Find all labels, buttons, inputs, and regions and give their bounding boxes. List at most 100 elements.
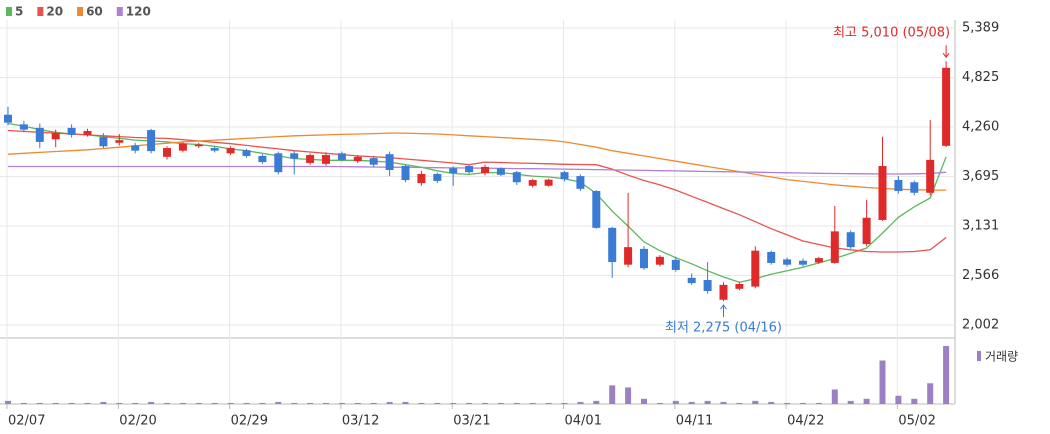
volume-bar	[736, 402, 743, 404]
volume-bar	[20, 402, 27, 404]
candle-body	[783, 259, 792, 265]
annotation-arrowhead	[942, 52, 950, 59]
volume-bar	[577, 401, 584, 404]
candle-body	[799, 260, 807, 265]
volume-bar	[625, 387, 632, 404]
candle-body	[417, 173, 426, 184]
volume-bar	[132, 402, 139, 404]
candle-body	[640, 248, 648, 269]
candle-body	[306, 155, 315, 163]
legend-swatch	[37, 7, 44, 16]
volume-bar	[656, 402, 663, 404]
volume-bar	[529, 402, 536, 404]
legend-label: 20	[46, 5, 63, 19]
volume-bar	[641, 398, 647, 404]
candle-body	[862, 217, 871, 245]
candle-body	[671, 259, 680, 270]
legend-swatch	[77, 7, 84, 16]
x-tick-label: 04/22	[787, 414, 824, 429]
candle-body	[894, 180, 903, 192]
volume-bar	[211, 402, 218, 404]
volume-bar	[593, 400, 600, 404]
y-tick-label: 2,566	[962, 268, 999, 283]
legend-label: 120	[126, 5, 151, 19]
volume-bar	[338, 402, 345, 404]
volume-legend-label: 거래량	[985, 350, 1018, 364]
candle-body	[19, 124, 28, 130]
volume-bar	[720, 401, 727, 404]
volume-bar	[609, 385, 616, 404]
candle-body	[703, 280, 712, 291]
y-tick-label: 4,825	[962, 70, 999, 85]
candle-body	[433, 173, 442, 181]
volume-bar	[768, 401, 775, 404]
candle-body	[385, 154, 394, 170]
candle-body	[337, 153, 346, 160]
annotation-low: 최저 2,275 (04/16)	[665, 321, 782, 336]
candle-body	[814, 258, 823, 263]
volume-bar	[164, 402, 170, 404]
legend-label: 5	[15, 5, 23, 19]
candle-body	[942, 67, 951, 146]
volume-bar	[36, 402, 43, 404]
volume-bar	[418, 402, 425, 404]
candle-body	[767, 251, 776, 263]
candle-body	[194, 144, 203, 147]
volume-bar	[5, 400, 11, 404]
x-tick-label: 04/01	[565, 414, 602, 429]
candle-body	[83, 130, 92, 135]
candle-body	[926, 159, 935, 193]
x-tick-label: 02/20	[119, 414, 156, 429]
candle-body	[353, 156, 362, 162]
volume-bar	[100, 401, 107, 404]
volume-legend-swatch	[977, 351, 981, 361]
candle-body	[178, 143, 187, 151]
candle-body	[131, 145, 140, 151]
candle-body	[147, 130, 156, 152]
volume-bar	[911, 398, 918, 404]
candle-body	[274, 153, 283, 173]
candle-body	[401, 166, 410, 181]
volume-bar	[243, 402, 250, 404]
volume-bar	[482, 402, 488, 404]
volume-bar	[179, 402, 186, 404]
legend-swatch	[116, 7, 123, 16]
volume-bar	[52, 402, 59, 404]
candle-body	[51, 133, 60, 140]
candle-body	[67, 127, 76, 135]
candle-body	[719, 284, 728, 300]
volume-bar	[831, 389, 838, 404]
volume-bar	[116, 402, 123, 404]
legend-label: 60	[86, 5, 103, 19]
candle-body	[846, 232, 855, 248]
candle-body	[4, 114, 12, 123]
y-tick-label: 3,131	[962, 219, 999, 234]
volume-bar	[307, 402, 314, 404]
y-tick-label: 2,002	[962, 318, 999, 333]
x-tick-label: 03/21	[453, 414, 490, 429]
candle-body	[544, 179, 553, 186]
candle-body	[830, 231, 839, 263]
candle-body	[210, 148, 219, 151]
volume-bar	[672, 400, 679, 404]
volume-bar	[148, 401, 155, 404]
candle-body	[878, 166, 887, 220]
volume-bar	[466, 402, 473, 404]
volume-bar	[195, 402, 202, 404]
y-tick-label: 3,695	[962, 169, 999, 184]
volume-bar	[275, 401, 282, 404]
volume-bar	[370, 402, 377, 404]
volume-bar	[402, 401, 409, 404]
candle-body	[99, 137, 108, 147]
candle-body	[528, 180, 537, 186]
candle-body	[322, 155, 330, 164]
candle-body	[687, 277, 696, 284]
annotation-arrowhead	[720, 304, 727, 310]
ma-line	[7, 129, 947, 253]
volume-bar	[863, 398, 870, 404]
volume-bar	[784, 402, 791, 404]
candle-body	[735, 283, 744, 289]
volume-bar	[513, 402, 520, 404]
volume-bar	[434, 402, 441, 404]
